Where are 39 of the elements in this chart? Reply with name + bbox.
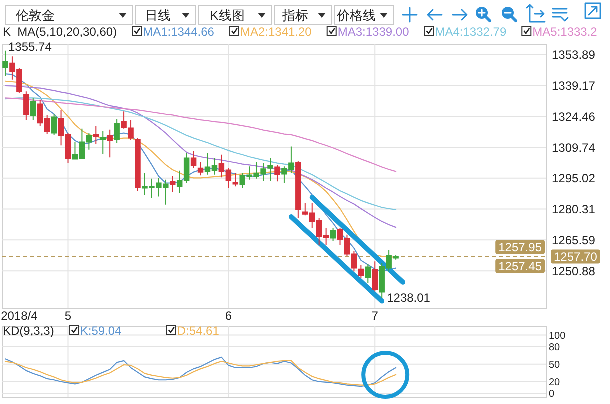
legend-item: D:54.61 xyxy=(166,324,220,338)
dropdown: 伦敦金 xyxy=(5,5,133,25)
subtitle: K MA(5,10,20,30,60) xyxy=(3,25,118,39)
y-tick-label: 1339.17 xyxy=(552,78,596,93)
y-tick-label: 50 xyxy=(549,360,560,371)
x-tick-label: 7 xyxy=(372,309,378,323)
dropdown: 价格线 xyxy=(334,5,394,25)
chart-title: 伦敦金 xyxy=(16,8,55,23)
y-tick-label: 100 xyxy=(549,330,566,342)
price-tag: 1257.95 xyxy=(496,240,545,254)
legend-item: MA4:1332.79 xyxy=(424,25,507,39)
price-tag: 1257.70 xyxy=(551,250,600,264)
x-tick-label: 6 xyxy=(225,309,232,323)
legend-item: MA3:1339.00 xyxy=(326,25,410,39)
legend-item: MA5:1333.2 xyxy=(522,25,598,39)
series-label: D:54.61 xyxy=(177,324,220,338)
y-tick-label: 1295.02 xyxy=(552,172,596,186)
y-tick-label: 80 xyxy=(549,342,560,354)
x-tick-label: 5 xyxy=(64,309,72,323)
y-tick-label: 0 xyxy=(549,389,555,400)
price-tag: 1257.45 xyxy=(496,259,545,274)
dropdown: 日线 xyxy=(135,5,196,25)
dropdown: 指标 xyxy=(274,5,332,25)
legend-item: MA1:1344.66 xyxy=(132,25,214,39)
series-label: K:59.04 xyxy=(80,324,122,338)
y-tick-label: 1265.59 xyxy=(552,234,596,248)
annotation: 1238.01 xyxy=(387,291,430,306)
y-tick-label: 20 xyxy=(549,377,560,388)
dropdown: K线图 xyxy=(198,5,272,25)
y-tick-label: 1324.46 xyxy=(552,110,596,124)
x-tick-label: 2018/4 xyxy=(1,309,38,323)
legend-item: MA2:1341.20 xyxy=(229,25,312,39)
legend-item: K:59.04 xyxy=(69,324,122,338)
annotation: 1355.74 xyxy=(8,40,52,54)
y-tick-label: 1353.89 xyxy=(552,48,596,62)
y-tick-label: 1250.88 xyxy=(552,264,596,278)
y-tick-label: 1309.74 xyxy=(552,140,596,155)
y-tick-label: 1280.31 xyxy=(552,202,596,217)
subtitle: KD(9,3,3) xyxy=(3,324,54,338)
